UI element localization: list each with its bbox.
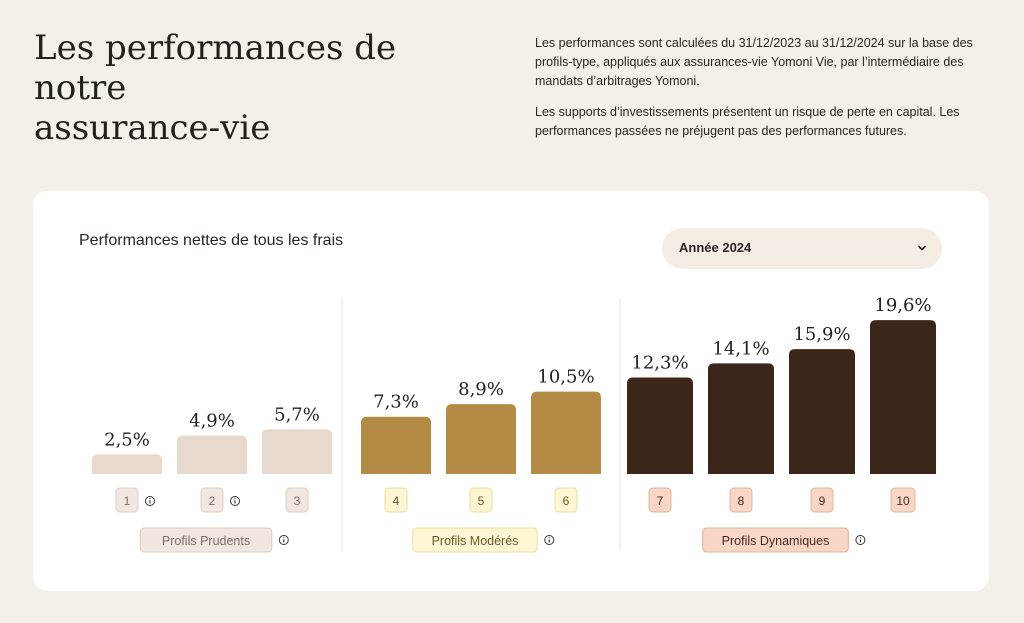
bar-value-label-1: 2,5% bbox=[104, 429, 150, 450]
profile-number-9: 9 bbox=[819, 494, 826, 508]
profile-badge-6[interactable] bbox=[554, 487, 578, 513]
group-name-3: Profils Dynamiques bbox=[722, 534, 830, 548]
year-select[interactable]: Année 2024 bbox=[662, 228, 942, 269]
bar-profile-2 bbox=[177, 435, 247, 474]
group-name-1: Profils Prudents bbox=[162, 534, 250, 548]
group-name-2: Profils Modérés bbox=[432, 534, 519, 548]
bar-value-label-2: 4,9% bbox=[189, 411, 235, 432]
group-label-3[interactable] bbox=[702, 527, 849, 553]
chevron-down-icon bbox=[918, 245, 926, 251]
bar-value-label-9: 15,9% bbox=[793, 324, 850, 345]
info-icon-group-1[interactable] bbox=[278, 535, 289, 545]
year-select-value: Année 2024 bbox=[679, 240, 752, 255]
page-title: Les performances de notre assurance-vie bbox=[34, 28, 494, 148]
profile-number-3: 3 bbox=[294, 494, 301, 508]
profile-number-5: 5 bbox=[478, 494, 485, 508]
page-title-line-1: Les performances de notre bbox=[34, 28, 397, 108]
bar-profile-5 bbox=[446, 404, 516, 474]
bar-profile-4 bbox=[361, 416, 431, 474]
info-icon-group-2[interactable] bbox=[544, 535, 555, 545]
profile-badge-4[interactable] bbox=[384, 487, 408, 513]
bar-value-label-6: 10,5% bbox=[537, 367, 594, 388]
performance-card: Performances nettes de tous les frais An… bbox=[33, 191, 989, 591]
bar-value-label-7: 12,3% bbox=[631, 352, 688, 373]
profile-number-6: 6 bbox=[563, 494, 570, 508]
profile-badge-7[interactable] bbox=[648, 487, 672, 513]
bar-value-label-8: 14,1% bbox=[712, 338, 769, 359]
intro-text: Les performances sont calculées du 31/12… bbox=[535, 34, 985, 153]
profile-number-1: 1 bbox=[124, 494, 131, 508]
bar-profile-10 bbox=[870, 320, 936, 474]
profile-number-2: 2 bbox=[209, 494, 216, 508]
bar-profile-6 bbox=[531, 391, 601, 474]
profile-number-7: 7 bbox=[657, 494, 664, 508]
bar-value-label-10: 19,6% bbox=[874, 295, 931, 316]
group-label-2[interactable] bbox=[412, 527, 538, 553]
profile-badge-1[interactable] bbox=[115, 487, 139, 513]
profile-number-10: 10 bbox=[896, 494, 910, 508]
page-title-line-2: assurance-vie bbox=[34, 108, 271, 148]
profile-number-8: 8 bbox=[738, 494, 745, 508]
card-title: Performances nettes de tous les frais bbox=[79, 232, 344, 249]
bar-profile-8 bbox=[708, 363, 774, 474]
profile-badge-10[interactable] bbox=[890, 487, 916, 513]
profile-badge-3[interactable] bbox=[285, 487, 309, 513]
bar-profile-7 bbox=[627, 377, 693, 474]
group-label-1[interactable] bbox=[139, 527, 273, 553]
info-icon-group-3[interactable] bbox=[855, 535, 866, 545]
bar-value-label-3: 5,7% bbox=[274, 404, 320, 425]
info-icon-profile-2[interactable] bbox=[230, 496, 240, 506]
info-icon-profile-1[interactable] bbox=[145, 496, 155, 506]
profile-badge-5[interactable] bbox=[469, 487, 493, 513]
bar-profile-1 bbox=[92, 454, 162, 474]
profile-badge-8[interactable] bbox=[729, 487, 753, 513]
bar-value-label-5: 8,9% bbox=[458, 379, 504, 400]
bar-value-label-4: 7,3% bbox=[373, 392, 419, 413]
profile-badge-9[interactable] bbox=[810, 487, 834, 513]
profile-badge-2[interactable] bbox=[200, 487, 224, 513]
bar-profile-9 bbox=[789, 349, 855, 474]
bar-profile-3 bbox=[262, 429, 332, 474]
performance-bar-chart: 2,5% 1 4,9% 2 5,7% 3 Profils Prudents 7,3% 4 8,9%… bbox=[92, 295, 936, 553]
intro-paragraph-period: Les performances sont calculées du 31/12… bbox=[535, 36, 973, 88]
intro-paragraph-risk: Les supports d’investissements présenten… bbox=[535, 105, 960, 138]
profile-number-4: 4 bbox=[393, 494, 400, 508]
